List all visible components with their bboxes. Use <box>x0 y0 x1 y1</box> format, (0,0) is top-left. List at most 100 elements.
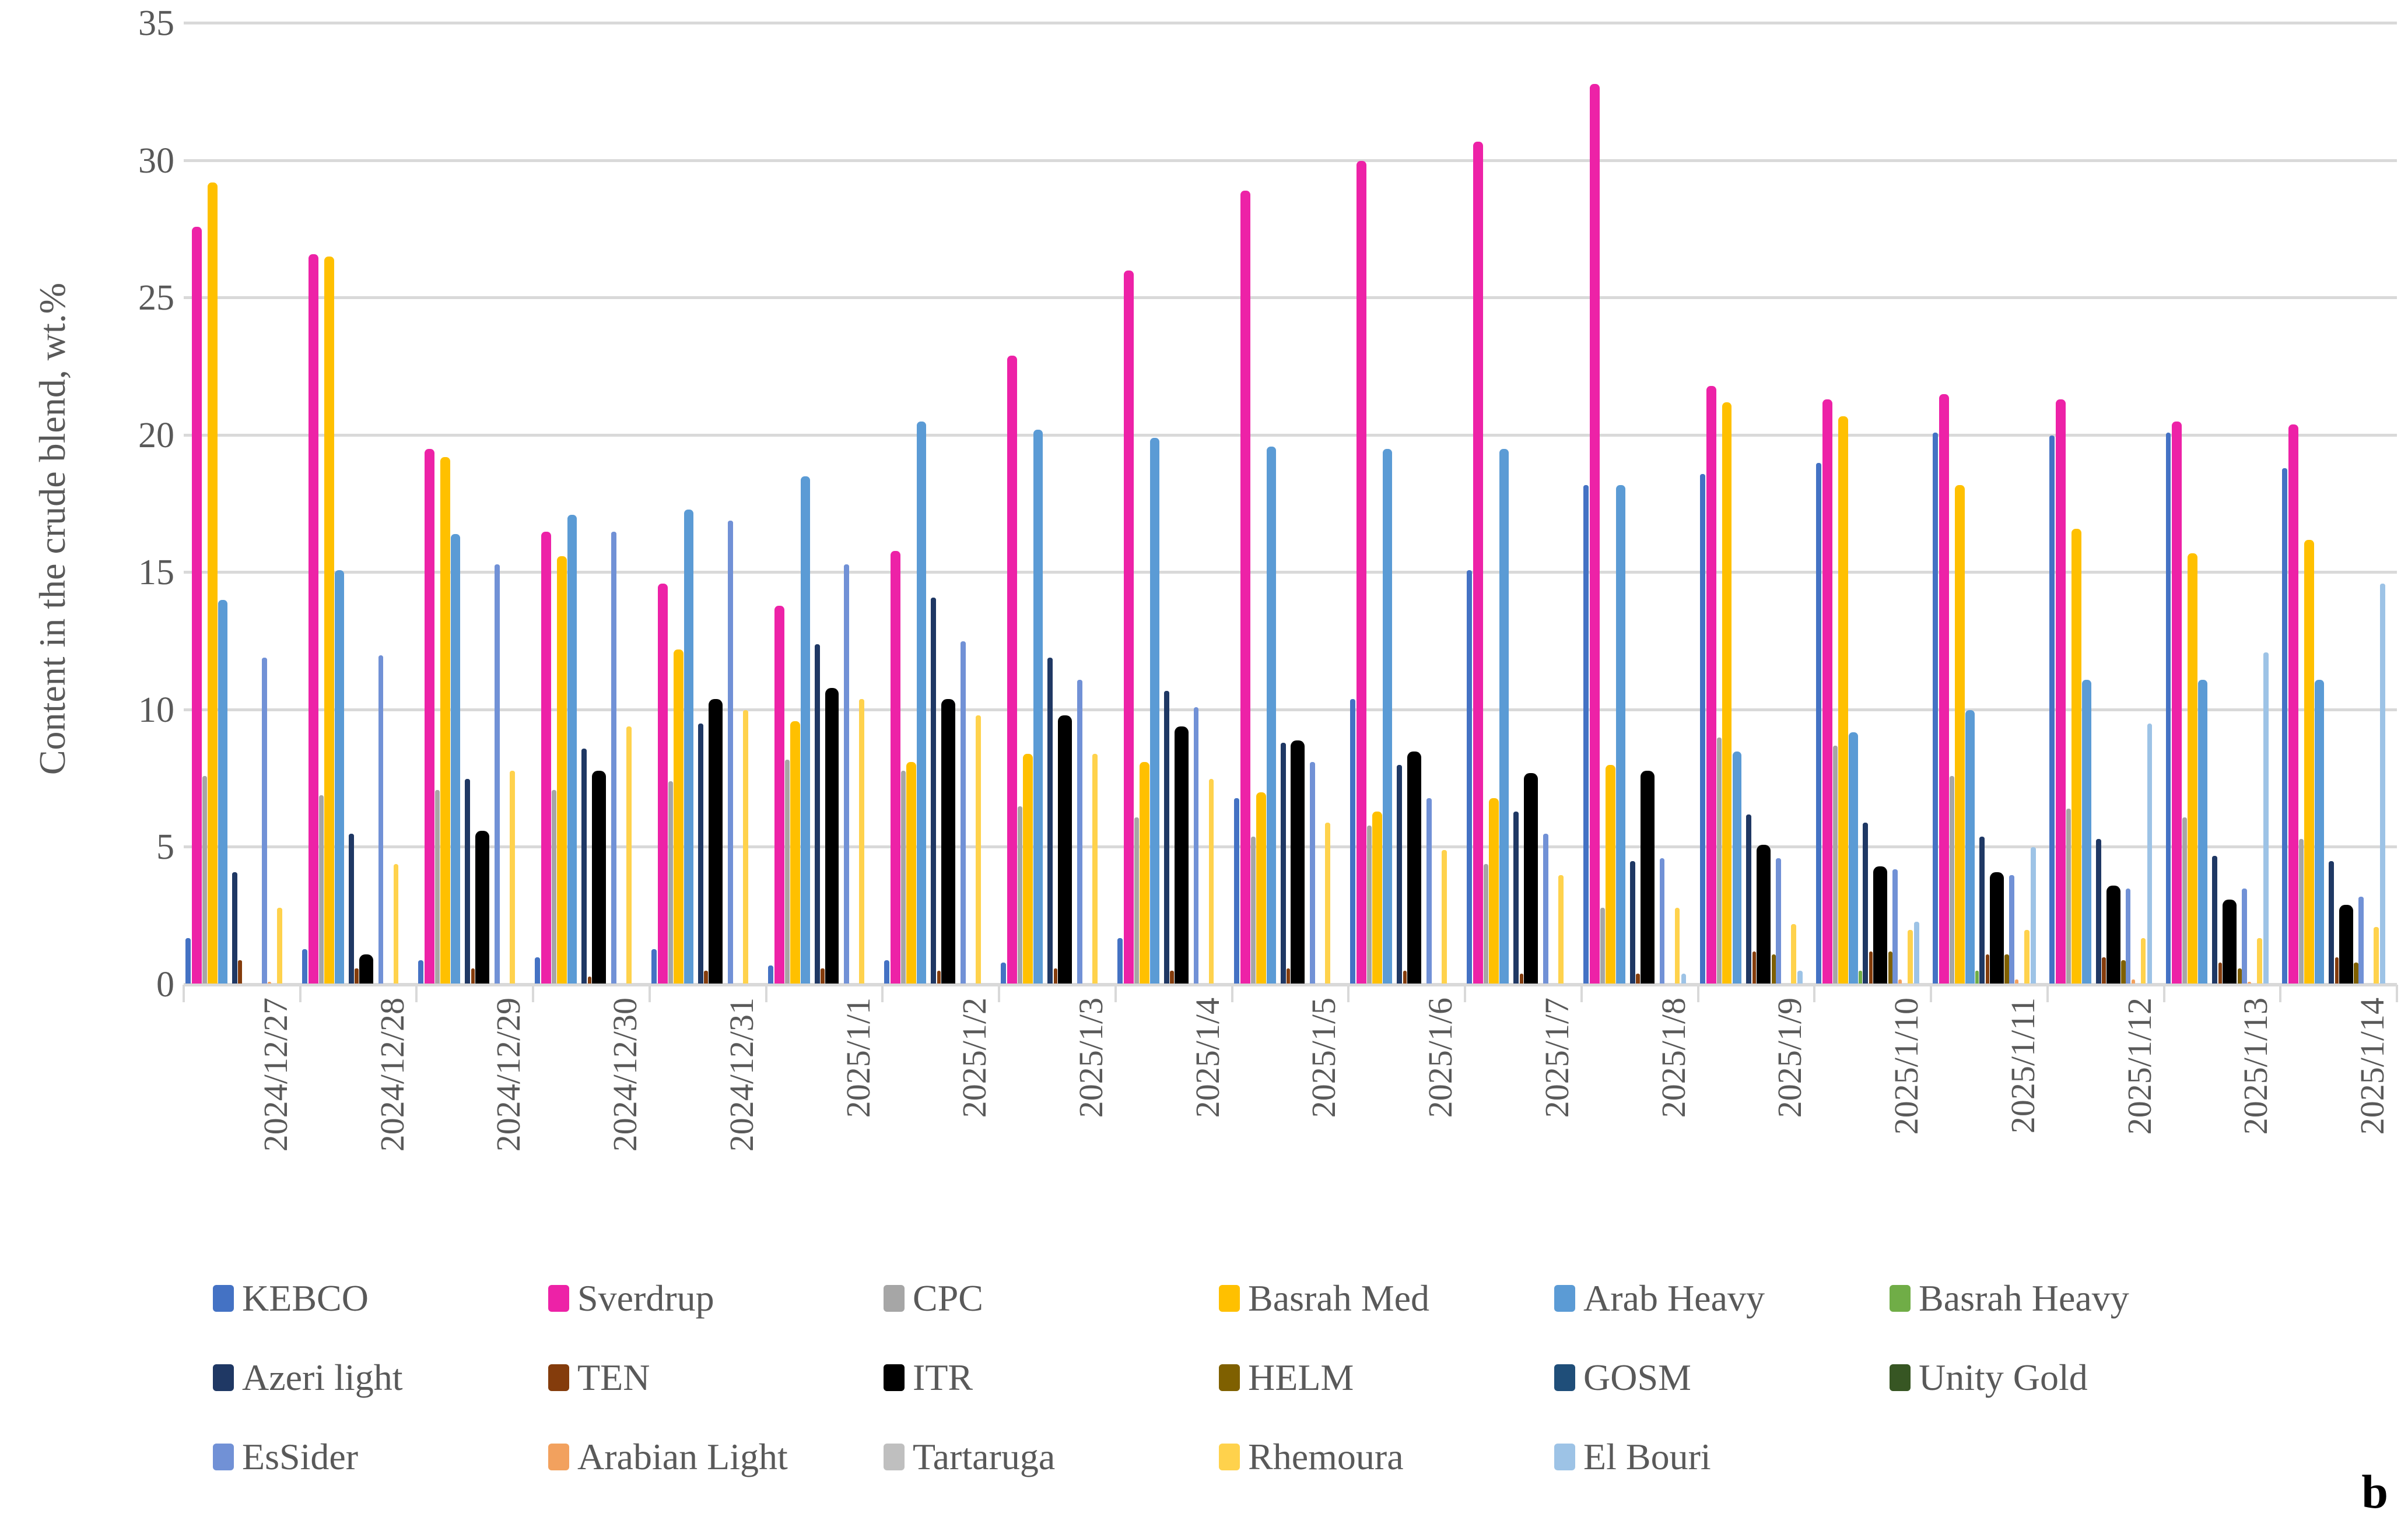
legend-item-itr: ITR <box>884 1356 1219 1399</box>
bar-ten-2024/12/31 <box>704 971 708 985</box>
bar-kebco-2025/1/4 <box>1117 937 1123 985</box>
bar-arab-heavy-2025/1/8 <box>1615 484 1625 985</box>
bar-el-bouri-2025/1/9 <box>1797 971 1803 985</box>
legend-label: Azeri light <box>242 1357 403 1398</box>
bar-kebco-2025/1/13 <box>2165 433 2171 985</box>
bar-arabian-light-2024/12/27 <box>267 982 271 985</box>
legend-label: CPC <box>913 1277 983 1319</box>
x-axis-tick <box>532 985 535 1002</box>
legend-label: Basrah Heavy <box>1919 1277 2129 1319</box>
legend-swatch-icon <box>884 1444 905 1470</box>
bar-arab-heavy-2024/12/29 <box>451 534 461 985</box>
bar-basrah-med-2024/12/28 <box>324 257 334 985</box>
legend-swatch-icon <box>884 1364 905 1391</box>
bar-kebco-2024/12/31 <box>651 949 657 985</box>
bar-cpc-2025/1/10 <box>1833 746 1838 985</box>
bar-essider-2025/1/4 <box>1193 707 1199 985</box>
x-axis-tick <box>998 985 1001 1002</box>
bar-rhemoura-2025/1/6 <box>1442 850 1447 985</box>
bar-group-2025/1/8 <box>1582 23 1698 985</box>
legend-item-azeri-light: Azeri light <box>213 1356 548 1399</box>
legend-item-basrah-heavy: Basrah Heavy <box>1890 1277 2225 1320</box>
bar-arab-heavy-2025/1/7 <box>1499 449 1509 985</box>
bar-basrah-med-2025/1/2 <box>906 762 917 985</box>
bar-arab-heavy-2025/1/14 <box>2315 680 2325 985</box>
bar-essider-2025/1/6 <box>1426 798 1432 985</box>
legend-swatch-icon <box>213 1285 234 1312</box>
bar-kebco-2024/12/28 <box>302 949 307 985</box>
bar-azeri-light-2024/12/30 <box>581 748 587 985</box>
bar-group-2025/1/10 <box>1814 23 1931 985</box>
bar-sverdrup-2024/12/28 <box>308 254 318 985</box>
x-tick-label-2024/12/30: 2024/12/30 <box>606 998 644 1152</box>
bar-ten-2024/12/28 <box>355 968 359 985</box>
legend-item-sverdrup: Sverdrup <box>548 1277 884 1320</box>
x-tick-label-2025/1/14: 2025/1/14 <box>2353 998 2392 1135</box>
bar-cpc-2025/1/13 <box>2182 817 2188 985</box>
bar-kebco-2025/1/7 <box>1467 570 1473 985</box>
bar-group-2024/12/28 <box>300 23 417 985</box>
bar-arabian-light-2025/1/13 <box>2248 982 2252 985</box>
bar-el-bouri-2025/1/8 <box>1681 974 1687 985</box>
gridline-y-5 <box>184 845 2397 849</box>
gridline-y-20 <box>184 433 2397 437</box>
bar-rhemoura-2025/1/14 <box>2374 927 2379 985</box>
bar-essider-2024/12/31 <box>727 520 733 985</box>
x-tick-label-2025/1/2: 2025/1/2 <box>955 998 994 1118</box>
bar-basrah-med-2025/1/7 <box>1489 798 1499 985</box>
bar-arab-heavy-2025/1/3 <box>1033 430 1043 985</box>
bar-rhemoura-2025/1/11 <box>2024 929 2030 985</box>
bar-basrah-med-2024/12/27 <box>207 182 218 985</box>
bar-sverdrup-2025/1/3 <box>1007 356 1018 985</box>
bar-essider-2025/1/11 <box>2009 875 2014 985</box>
bar-sverdrup-2024/12/30 <box>541 531 552 985</box>
bar-azeri-light-2025/1/13 <box>2212 855 2218 985</box>
bar-itr-2025/1/14 <box>2339 905 2354 985</box>
x-tick-label-2025/1/7: 2025/1/7 <box>1537 998 1576 1118</box>
bar-rhemoura-2024/12/28 <box>393 863 399 985</box>
bar-helm-2025/1/14 <box>2354 963 2359 985</box>
bar-arabian-light-2025/1/11 <box>2014 979 2018 985</box>
legend-item-arab-heavy: Arab Heavy <box>1554 1277 1890 1320</box>
bar-kebco-2025/1/11 <box>1933 433 1939 985</box>
bar-arab-heavy-2025/1/4 <box>1149 438 1159 985</box>
bar-group-2025/1/12 <box>2048 23 2164 985</box>
bar-ten-2025/1/11 <box>1985 954 1989 985</box>
x-tick-label-2025/1/9: 2025/1/9 <box>1771 998 1809 1118</box>
bar-kebco-2025/1/2 <box>884 960 890 985</box>
bar-cpc-2025/1/1 <box>784 759 790 985</box>
bar-helm-2025/1/11 <box>2004 954 2009 985</box>
bar-basrah-med-2025/1/10 <box>1838 416 1849 985</box>
x-tick-label-2024/12/28: 2024/12/28 <box>373 998 411 1152</box>
x-tick-label-2025/1/5: 2025/1/5 <box>1305 998 1343 1118</box>
bar-group-2025/1/2 <box>882 23 999 985</box>
bar-kebco-2024/12/30 <box>535 957 541 985</box>
bar-basrah-med-2025/1/1 <box>790 721 800 985</box>
legend-swatch-icon <box>213 1364 234 1391</box>
bar-rhemoura-2025/1/2 <box>976 715 981 985</box>
bar-kebco-2025/1/1 <box>767 965 773 985</box>
legend-swatch-icon <box>1219 1444 1240 1470</box>
x-axis-tick <box>1114 985 1117 1002</box>
x-tick-label-2025/1/6: 2025/1/6 <box>1421 998 1460 1118</box>
bar-cpc-2024/12/29 <box>435 789 440 985</box>
x-axis-tick <box>881 985 884 1002</box>
bar-azeri-light-2024/12/27 <box>232 872 237 985</box>
gridline-y-30 <box>184 159 2397 162</box>
bar-ten-2025/1/7 <box>1519 974 1523 985</box>
bar-group-2024/12/29 <box>416 23 533 985</box>
bar-arab-heavy-2025/1/11 <box>1965 710 1975 985</box>
bar-azeri-light-2025/1/1 <box>814 644 820 985</box>
bar-itr-2025/1/7 <box>1523 773 1538 985</box>
legend-swatch-icon <box>1219 1364 1240 1391</box>
legend-item-unity-gold: Unity Gold <box>1890 1356 2225 1399</box>
bar-helm-2025/1/9 <box>1771 954 1776 985</box>
bar-cpc-2025/1/8 <box>1600 908 1605 985</box>
bar-itr-2025/1/5 <box>1291 740 1305 985</box>
bar-itr-2025/1/8 <box>1640 770 1655 985</box>
legend-label: EsSider <box>242 1436 359 1477</box>
legend-item-arabian-light: Arabian Light <box>548 1435 884 1479</box>
bar-arab-heavy-2025/1/12 <box>2081 680 2091 985</box>
bar-arab-heavy-2024/12/28 <box>334 570 344 985</box>
bar-cpc-2024/12/30 <box>552 789 557 985</box>
